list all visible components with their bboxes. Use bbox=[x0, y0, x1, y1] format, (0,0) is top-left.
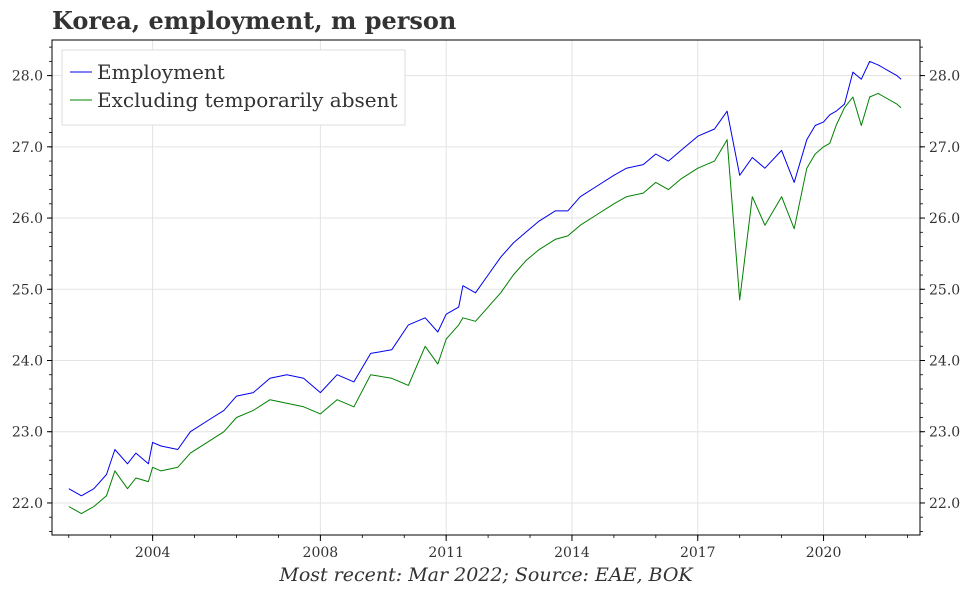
plot-frame bbox=[51, 39, 921, 536]
y-tick-label: 25.0 bbox=[929, 282, 960, 298]
y-tick-label: 28.0 bbox=[12, 69, 43, 85]
legend: Employment Excluding temporarily absent bbox=[61, 49, 406, 126]
y-tick-label: 27.0 bbox=[929, 140, 960, 156]
series-line-employment bbox=[68, 60, 902, 497]
y-tick-label: 22.0 bbox=[929, 496, 960, 512]
y-axis-right: 22.0 23.0 24.0 25.0 26.0 27.0 28.0 bbox=[920, 46, 960, 532]
y-tick-label: 23.0 bbox=[929, 425, 960, 441]
x-tick-label: 2008 bbox=[303, 545, 339, 561]
y-tick-label: 28.0 bbox=[929, 69, 960, 85]
series-line-excluding-temporarily-absent bbox=[68, 92, 902, 515]
y-tick-label: 25.0 bbox=[12, 282, 43, 298]
x-tick-label: 2020 bbox=[806, 545, 842, 561]
x-tick-label: 2017 bbox=[680, 545, 716, 561]
chart-title: Korea, employment, m person bbox=[52, 6, 457, 35]
y-tick-label: 26.0 bbox=[929, 211, 960, 227]
y-tick-label: 27.0 bbox=[12, 140, 43, 156]
x-tick-label: 2011 bbox=[428, 545, 464, 561]
y-tick-label: 26.0 bbox=[12, 211, 43, 227]
series-lines bbox=[68, 60, 902, 515]
x-axis: 2004 2008 2011 2014 2017 2020 bbox=[68, 535, 908, 561]
x-tick-label: 2004 bbox=[135, 545, 171, 561]
source-note: Most recent: Mar 2022; Source: EAE, BOK bbox=[279, 564, 693, 586]
y-tick-label: 24.0 bbox=[929, 354, 960, 370]
y-tick-label: 24.0 bbox=[12, 354, 43, 370]
legend-label: Excluding temporarily absent bbox=[97, 88, 398, 112]
x-tick-label: 2014 bbox=[554, 545, 590, 561]
y-tick-label: 22.0 bbox=[12, 496, 43, 512]
legend-box bbox=[61, 49, 406, 126]
legend-label: Employment bbox=[97, 60, 225, 84]
y-tick-label: 23.0 bbox=[12, 425, 43, 441]
y-axis-left: 22.0 23.0 24.0 25.0 26.0 27.0 28.0 bbox=[12, 46, 52, 532]
